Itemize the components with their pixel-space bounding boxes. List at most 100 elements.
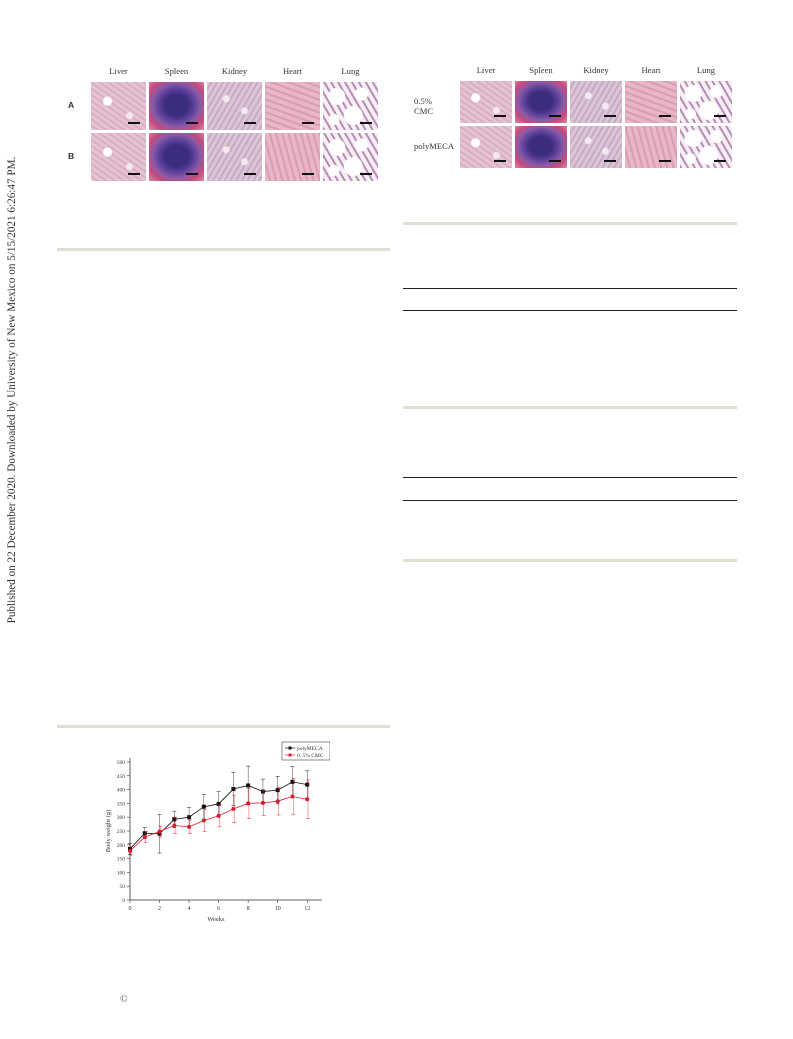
x-tick-label: 12 [304,906,310,912]
data-point [246,801,251,806]
y-tick-label: 300 [117,815,126,821]
x-tick-label: 8 [247,906,250,912]
legend-box [281,741,330,761]
y-axis-label: Body weight (g) [105,810,112,853]
data-point [157,831,162,836]
scale-bar [659,115,671,117]
row-label: polyMECA [414,141,455,151]
y-tick-label: 150 [117,857,126,863]
histology-image-lung [323,82,378,130]
data-point [128,848,132,853]
column-label-kidney: Kidney [583,65,609,75]
scale-bar [604,115,616,117]
data-point [305,782,310,787]
histology-image-liver [460,81,512,123]
data-point [172,817,177,822]
y-tick-label: 250 [117,829,126,835]
scale-bar [302,173,314,175]
column-label-heart: Heart [282,66,303,76]
data-point [216,801,221,806]
data-point [201,818,206,823]
histology-image-liver [91,133,146,181]
scale-bar [714,115,726,117]
histology-image-liver [460,126,512,168]
scale-bar [494,160,506,162]
section-divider [403,559,737,562]
histology-image-spleen [515,81,567,123]
x-tick-label: 0 [129,906,132,912]
histology-image-kidney [570,126,622,168]
scale-bar [128,173,140,175]
table-header-rule [403,500,737,502]
data-point [172,823,177,828]
histology-image-heart [625,126,677,168]
y-tick-label: 200 [117,843,126,849]
scale-bar [186,122,198,124]
table-header-rule [403,310,737,312]
histology-image-lung [323,133,378,181]
column-label-spleen: Spleen [164,66,189,76]
data-point [231,806,236,811]
histology-image-kidney [570,81,622,123]
data-point [142,831,147,836]
column-label-lung: Lung [341,66,360,76]
histology-image-lung [680,126,732,168]
data-point [187,815,192,820]
y-tick-label: 350 [117,801,126,807]
scale-bar [549,115,561,117]
scale-bar [360,173,372,175]
column-label-heart: Heart [641,65,661,75]
data-point [275,788,280,793]
y-tick-label: 400 [117,788,126,794]
legend-marker [288,753,292,757]
side-note-text: Published on 22 December 2020. Downloade… [6,156,18,624]
scale-bar [659,160,671,162]
scale-bar [714,160,726,162]
y-tick-label: 50 [120,884,126,890]
data-point [187,824,192,829]
section-divider [403,222,737,225]
body-weight-chart: 0 50 100 150 200 250 300 350 400 450 500 0 2 4 6 8 10 12 W… [105,741,330,923]
data-point [260,800,265,805]
histology-image-spleen [515,126,567,168]
table-top-rule [403,477,737,479]
data-point [290,794,295,799]
histology-image-kidney [207,133,262,181]
table-top-rule [403,288,737,290]
legend-marker [288,746,292,750]
scale-bar [244,173,256,175]
legend-label: polyMECA [297,746,323,752]
data-point [275,799,280,804]
data-point [290,779,295,784]
histology-image-lung [680,81,732,123]
y-tick-label: 450 [117,774,126,780]
scale-bar [549,160,561,162]
column-label-kidney: Kidney [221,66,248,76]
column-label-liver: Liver [476,65,496,75]
scale-bar [244,122,256,124]
column-label-spleen: Spleen [529,65,553,75]
histology-image-spleen [149,133,204,181]
x-tick-label: 2 [158,906,161,912]
data-point [216,813,221,818]
scale-bar [186,173,198,175]
y-tick-label: 100 [117,870,126,876]
column-label-liver: Liver [109,66,128,76]
side-publication-note: Published on 22 December 2020. Downloade… [4,150,20,630]
y-tick-label: 500 [117,760,126,766]
scale-bar [302,122,314,124]
section-divider [403,406,737,409]
histology-image-heart [265,133,320,181]
histology-image-liver [91,82,146,130]
section-divider [57,725,390,728]
scale-bar [360,122,372,124]
x-axis-label: Weeks [207,916,225,923]
y-tick-label: 0 [122,898,125,904]
x-tick-label: 6 [217,906,220,912]
x-tick-label: 10 [275,906,281,912]
scale-bar [128,122,140,124]
scale-bar [494,115,506,117]
data-point [260,789,265,794]
scale-bar [604,160,616,162]
histology-image-spleen [149,82,204,130]
